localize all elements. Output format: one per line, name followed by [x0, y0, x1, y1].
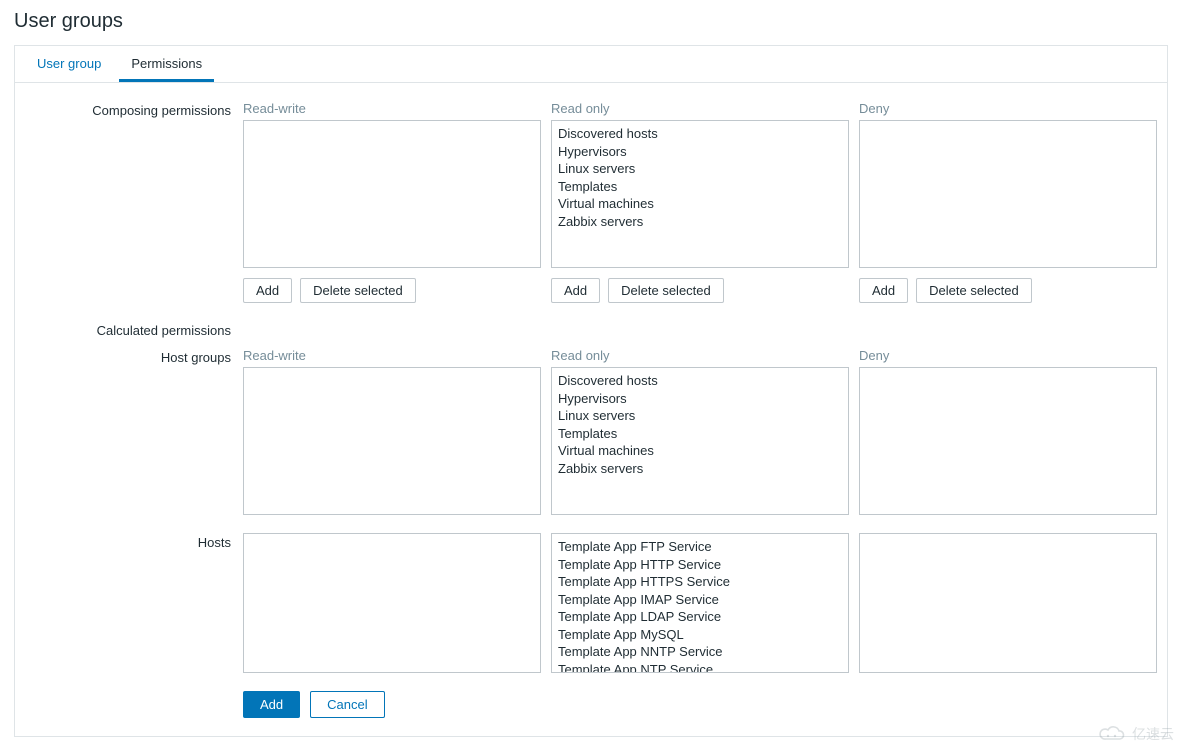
- hosts-read-only-listbox[interactable]: Template App FTP ServiceTemplate App HTT…: [551, 533, 849, 673]
- list-item[interactable]: Virtual machines: [558, 195, 842, 213]
- list-item[interactable]: Zabbix servers: [558, 460, 842, 478]
- label-hosts: Hosts: [33, 533, 243, 550]
- list-item[interactable]: Template App MySQL: [558, 626, 842, 644]
- header-read-write-2: Read-write: [243, 348, 541, 363]
- list-item[interactable]: Virtual machines: [558, 442, 842, 460]
- list-item[interactable]: Discovered hosts: [558, 372, 842, 390]
- form-area: Composing permissions Read-write Add Del…: [15, 83, 1167, 736]
- footer-buttons: Add Cancel: [33, 691, 1149, 718]
- hosts-read-write-listbox[interactable]: [243, 533, 541, 673]
- list-item[interactable]: Template App IMAP Service: [558, 591, 842, 609]
- page-title: User groups: [0, 0, 1182, 45]
- hosts-deny-listbox[interactable]: [859, 533, 1157, 673]
- header-deny-2: Deny: [859, 348, 1157, 363]
- list-item[interactable]: Template App FTP Service: [558, 538, 842, 556]
- hostgroups-deny-listbox[interactable]: [859, 367, 1157, 515]
- list-item[interactable]: Linux servers: [558, 407, 842, 425]
- composing-deny-col: Deny Add Delete selected: [859, 101, 1157, 303]
- composing-deny-delete-button[interactable]: Delete selected: [916, 278, 1032, 303]
- panel: User group Permissions Composing permiss…: [14, 45, 1168, 737]
- composing-ro-add-button[interactable]: Add: [551, 278, 600, 303]
- footer-add-button[interactable]: Add: [243, 691, 300, 718]
- composing-read-write-listbox[interactable]: [243, 120, 541, 268]
- list-item[interactable]: Templates: [558, 425, 842, 443]
- label-calculated-permissions: Calculated permissions: [33, 321, 243, 338]
- hostgroups-read-only-listbox[interactable]: Discovered hostsHypervisorsLinux servers…: [551, 367, 849, 515]
- row-hosts: Hosts Template App FTP ServiceTemplate A…: [33, 533, 1149, 673]
- tab-permissions[interactable]: Permissions: [119, 46, 214, 82]
- list-item[interactable]: Template App HTTP Service: [558, 556, 842, 574]
- list-item[interactable]: Zabbix servers: [558, 213, 842, 231]
- list-item[interactable]: Hypervisors: [558, 143, 842, 161]
- label-host-groups: Host groups: [33, 348, 243, 365]
- header-read-only-2: Read only: [551, 348, 849, 363]
- list-item[interactable]: Linux servers: [558, 160, 842, 178]
- list-item[interactable]: Template App NNTP Service: [558, 643, 842, 661]
- row-host-groups: Host groups Read-write Read only Discove…: [33, 348, 1149, 515]
- composing-deny-add-button[interactable]: Add: [859, 278, 908, 303]
- label-composing-permissions: Composing permissions: [33, 101, 243, 118]
- composing-read-only-listbox[interactable]: Discovered hostsHypervisorsLinux servers…: [551, 120, 849, 268]
- list-item[interactable]: Template App HTTPS Service: [558, 573, 842, 591]
- list-item[interactable]: Templates: [558, 178, 842, 196]
- composing-rw-add-button[interactable]: Add: [243, 278, 292, 303]
- composing-rw-delete-button[interactable]: Delete selected: [300, 278, 416, 303]
- row-calculated-permissions: Calculated permissions: [33, 321, 1149, 338]
- composing-ro-delete-button[interactable]: Delete selected: [608, 278, 724, 303]
- composing-deny-listbox[interactable]: [859, 120, 1157, 268]
- list-item[interactable]: Hypervisors: [558, 390, 842, 408]
- hostgroups-read-write-listbox[interactable]: [243, 367, 541, 515]
- composing-read-only-col: Read only Discovered hostsHypervisorsLin…: [551, 101, 849, 303]
- header-deny: Deny: [859, 101, 1157, 116]
- footer-cancel-button[interactable]: Cancel: [310, 691, 384, 718]
- header-read-write: Read-write: [243, 101, 541, 116]
- tabs: User group Permissions: [15, 46, 1167, 83]
- list-item[interactable]: Template App NTP Service: [558, 661, 842, 673]
- header-read-only: Read only: [551, 101, 849, 116]
- row-composing-permissions: Composing permissions Read-write Add Del…: [33, 101, 1149, 303]
- list-item[interactable]: Template App LDAP Service: [558, 608, 842, 626]
- composing-read-write-col: Read-write Add Delete selected: [243, 101, 541, 303]
- tab-user-group[interactable]: User group: [25, 46, 113, 82]
- list-item[interactable]: Discovered hosts: [558, 125, 842, 143]
